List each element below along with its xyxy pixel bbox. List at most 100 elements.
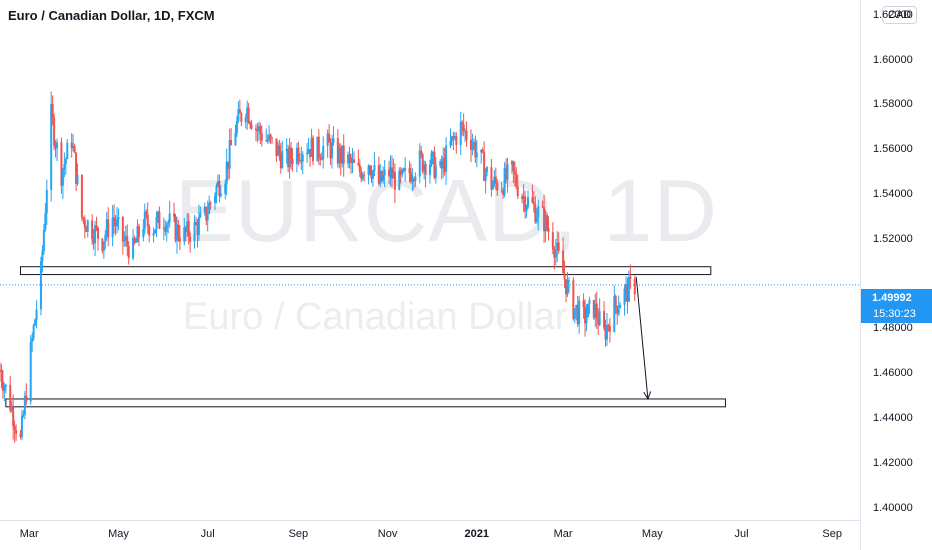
candle-body bbox=[102, 241, 105, 252]
candle bbox=[534, 196, 537, 224]
candle-body bbox=[393, 171, 396, 190]
candle-body bbox=[235, 121, 238, 133]
candle-body bbox=[322, 145, 325, 160]
candle bbox=[209, 200, 212, 210]
candle-body bbox=[104, 235, 107, 242]
candle bbox=[578, 295, 581, 334]
candle bbox=[605, 313, 608, 346]
candle-body bbox=[164, 227, 167, 232]
price-tick-label: 1.40000 bbox=[873, 501, 913, 514]
candle bbox=[331, 134, 334, 169]
candle bbox=[189, 231, 192, 253]
candle bbox=[44, 203, 47, 232]
candle-body bbox=[61, 169, 64, 186]
candle bbox=[146, 202, 149, 234]
candle-body bbox=[543, 207, 546, 232]
candle bbox=[455, 132, 458, 154]
time-tick-label: Mar bbox=[553, 528, 573, 540]
candle-body bbox=[357, 162, 360, 165]
candle-body bbox=[145, 211, 148, 215]
candle-body bbox=[85, 227, 88, 232]
candle bbox=[429, 159, 431, 184]
candle-body bbox=[95, 225, 98, 228]
candle-body bbox=[301, 154, 304, 162]
candle bbox=[224, 179, 227, 200]
candle-body bbox=[578, 300, 581, 325]
candle bbox=[105, 212, 108, 241]
candle-body bbox=[23, 395, 26, 415]
candle-body bbox=[430, 152, 433, 166]
candle bbox=[3, 382, 6, 402]
time-tick-label: 2021 bbox=[464, 528, 490, 540]
candle-body bbox=[72, 145, 75, 149]
projection-arrow-line[interactable] bbox=[635, 276, 649, 400]
candle bbox=[338, 143, 341, 169]
candle-body bbox=[521, 196, 524, 200]
candle bbox=[117, 208, 120, 231]
price-tick-label: 1.48000 bbox=[873, 322, 913, 335]
candle-body bbox=[39, 261, 42, 310]
candle bbox=[278, 139, 281, 161]
candle-body bbox=[82, 217, 85, 220]
candle bbox=[480, 149, 483, 164]
candle bbox=[418, 143, 421, 184]
candle bbox=[197, 204, 200, 242]
candle bbox=[567, 277, 570, 293]
candle bbox=[206, 200, 209, 232]
candle-body bbox=[155, 217, 158, 230]
candle bbox=[522, 184, 525, 213]
candle bbox=[617, 295, 620, 316]
candle bbox=[39, 256, 42, 316]
candle bbox=[0, 364, 3, 389]
candle bbox=[515, 167, 518, 190]
candle bbox=[35, 300, 38, 329]
candle-body bbox=[408, 168, 411, 174]
candle-body bbox=[216, 181, 219, 187]
candle bbox=[281, 140, 284, 170]
candle-body bbox=[442, 157, 445, 169]
candle bbox=[320, 152, 323, 161]
candle-body bbox=[127, 246, 130, 259]
currency-button[interactable]: CAD bbox=[882, 6, 918, 24]
candle bbox=[193, 214, 196, 249]
candle-body bbox=[15, 429, 18, 434]
candle bbox=[490, 158, 493, 197]
candle bbox=[249, 120, 252, 129]
candle-body bbox=[70, 142, 73, 149]
candle bbox=[510, 159, 513, 174]
candle-body bbox=[184, 227, 187, 233]
candle bbox=[83, 215, 86, 239]
candle bbox=[225, 148, 228, 196]
candle-body bbox=[247, 107, 250, 123]
candle-body bbox=[358, 164, 361, 172]
resistance-support-zone[interactable] bbox=[19, 266, 712, 276]
candle-body bbox=[506, 164, 509, 180]
candle bbox=[240, 111, 243, 127]
candle bbox=[114, 215, 117, 236]
candle bbox=[597, 307, 600, 335]
candle bbox=[414, 172, 417, 187]
candle-body bbox=[22, 414, 25, 416]
candle bbox=[165, 221, 168, 242]
candle-body bbox=[553, 249, 556, 258]
candle bbox=[310, 128, 313, 157]
candle-body bbox=[502, 190, 505, 195]
candle-body bbox=[351, 159, 354, 163]
candle bbox=[633, 275, 636, 302]
candle-body bbox=[189, 236, 192, 242]
candle-body bbox=[515, 174, 518, 187]
candle-body bbox=[423, 164, 426, 172]
candle-body bbox=[199, 212, 202, 217]
candle-body bbox=[434, 165, 437, 178]
candle bbox=[481, 147, 484, 154]
candle-body bbox=[595, 303, 598, 319]
target-zone[interactable] bbox=[5, 398, 726, 408]
last-price-value: 1.49992 bbox=[872, 292, 912, 304]
candle bbox=[464, 128, 467, 143]
candle-body bbox=[592, 300, 595, 318]
candle bbox=[214, 192, 216, 211]
candle bbox=[244, 113, 247, 129]
projection-arrow-head bbox=[643, 391, 652, 401]
